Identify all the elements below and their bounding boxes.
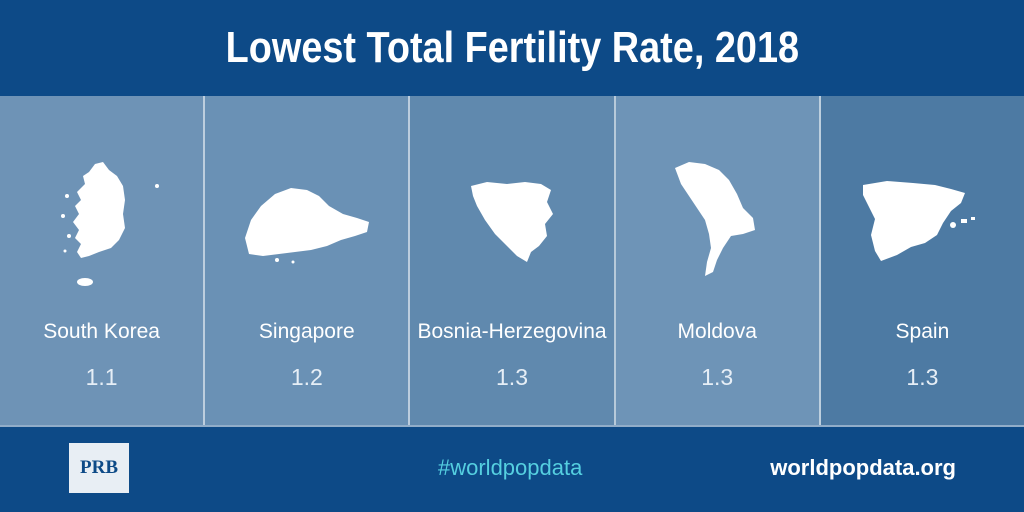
hashtag: #worldpopdata: [438, 455, 583, 480]
footer: PRB #worldpopdata worldpopdata.org: [0, 425, 1024, 512]
country-label: Singapore: [258, 320, 355, 343]
country-label: Moldova: [677, 320, 757, 343]
panel-south-korea: South Korea 1.1: [0, 96, 206, 425]
bosnia-herzegovina-map-icon: [410, 156, 613, 286]
website-link[interactable]: worldpopdata.org: [770, 455, 956, 480]
value-label: 1.2: [290, 364, 323, 390]
country-label: South Korea: [43, 320, 160, 343]
singapore-map-icon: [205, 156, 408, 286]
panel-singapore: Singapore 1.2: [205, 96, 411, 425]
country-panels: South Korea 1.1 Singapore 1.2 Bosnia-Her…: [0, 96, 1024, 425]
country-label: Spain: [895, 320, 950, 343]
panel-moldova: Moldova 1.3: [615, 96, 821, 425]
panel-bosnia-herzegovina: Bosnia-Herzegovina 1.3: [410, 96, 616, 425]
south-korea-map-icon: [0, 156, 203, 286]
country-label: Bosnia-Herzegovina: [417, 320, 607, 343]
value-label: 1.1: [85, 364, 118, 390]
spain-map-icon: [821, 156, 1024, 286]
chart-title: Lowest Total Fertility Rate, 2018: [225, 23, 799, 72]
value-label: 1.3: [701, 364, 734, 390]
prb-logo: PRB: [69, 443, 129, 493]
value-label: 1.3: [906, 364, 939, 390]
moldova-map-icon: [616, 156, 819, 286]
panel-spain: Spain 1.3: [820, 96, 1024, 425]
title-bar: Lowest Total Fertility Rate, 2018: [0, 0, 1024, 96]
value-label: 1.3: [496, 364, 528, 390]
